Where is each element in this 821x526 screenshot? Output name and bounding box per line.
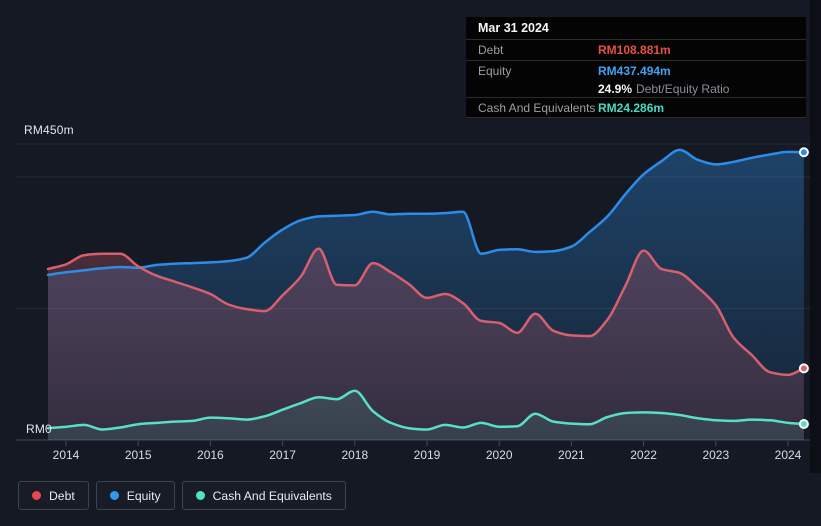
legend-debt-label: Debt [49, 488, 75, 503]
tooltip-cash-value: RM24.286m [598, 100, 665, 115]
debt-end-marker[interactable] [798, 363, 809, 374]
tooltip-debt-value: RM108.881m [598, 43, 671, 57]
y-axis-zero-label: RM0 [26, 422, 52, 436]
x-axis-label-2022: 2022 [630, 448, 657, 462]
tooltip-cash-label: Cash And Equivalents [478, 100, 596, 115]
chart-legend: Debt Equity Cash And Equivalents [18, 481, 346, 510]
tooltip-date: Mar 31 2024 [466, 17, 806, 40]
cash-line [46, 389, 806, 431]
legend-item-equity[interactable]: Equity [95, 481, 175, 510]
page-right-margin [810, 0, 821, 473]
legend-item-debt[interactable]: Debt [18, 481, 89, 510]
x-axis-label-2017: 2017 [269, 448, 296, 462]
tooltip-ratio-value: 24.9% [598, 81, 633, 96]
x-axis-label-2019: 2019 [413, 448, 441, 462]
equity-line [46, 148, 806, 277]
x-axis-label-2024: 2024 [774, 448, 802, 462]
legend-equity-label: Equity [126, 488, 161, 503]
x-axis-label-2023: 2023 [702, 448, 730, 462]
y-axis-max-label: RM450m [24, 123, 74, 137]
x-axis-label-2016: 2016 [197, 448, 224, 462]
cash-series-dot-icon [195, 491, 205, 500]
chart-tooltip: Mar 31 2024 Debt RM108.881m Equity RM437… [466, 17, 806, 118]
x-axis-label-2014: 2014 [52, 448, 80, 462]
cash-area [48, 390, 804, 440]
x-axis-label-2021: 2021 [558, 448, 585, 462]
tooltip-equity-label: Equity [478, 63, 512, 78]
tooltip-equity-value: RM437.494m [598, 63, 671, 78]
legend-cash-label: Cash And Equivalents [212, 488, 332, 503]
x-axis-label-2018: 2018 [341, 448, 369, 462]
equity-end-marker[interactable] [798, 147, 809, 158]
tooltip-debt-label: Debt [478, 43, 504, 57]
equity-series-dot-icon [109, 491, 119, 500]
debt-area [48, 248, 804, 440]
debt-line [46, 247, 806, 377]
cash-end-marker[interactable] [798, 419, 809, 430]
x-axis-label-2015: 2015 [124, 448, 152, 462]
tooltip-ratio: 24.9% Debt/Equity Ratio [598, 82, 806, 96]
debt-series-dot-icon [32, 491, 41, 500]
x-axis-label-2020: 2020 [485, 448, 513, 462]
legend-item-cash[interactable]: Cash And Equivalents [181, 481, 346, 510]
tooltip-ratio-label: Debt/Equity Ratio [636, 81, 730, 96]
